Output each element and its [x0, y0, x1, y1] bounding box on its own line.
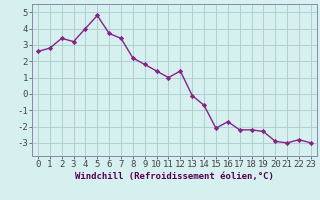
X-axis label: Windchill (Refroidissement éolien,°C): Windchill (Refroidissement éolien,°C)	[75, 172, 274, 181]
